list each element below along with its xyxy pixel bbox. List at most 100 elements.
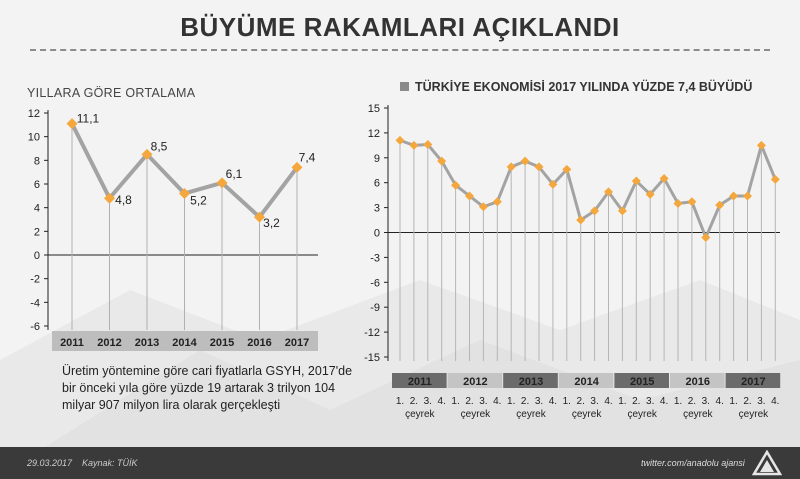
year-band (503, 373, 558, 388)
quarter-tick-label: 3. (424, 396, 432, 407)
footer-bar: 29.03.2017 Kaynak: TÜİK twitter.com/anad… (0, 447, 800, 479)
background-decoration (0, 280, 800, 450)
footer-twitter[interactable]: twitter.com/anadolu ajansi (641, 458, 745, 468)
year-band-label: 2011 (408, 376, 432, 388)
y-tick-label: -3 (370, 252, 380, 264)
data-point-marker (548, 179, 558, 189)
year-band (725, 373, 781, 388)
y-tick-label: -15 (364, 352, 380, 364)
description-text: Üretim yöntemine göre cari fiyatlarla GS… (62, 364, 353, 412)
data-value-label: 3,2 (263, 216, 280, 230)
y-tick-label: 10 (28, 132, 40, 144)
data-point-marker (520, 156, 530, 166)
right-chart-title: TÜRKİYE EKONOMİSİ 2017 YILINDA YÜZDE 7,4… (400, 80, 752, 94)
y-tick-label: 12 (368, 128, 380, 140)
quarter-tick-label: 3. (535, 396, 543, 407)
data-point-marker (395, 135, 405, 145)
quarter-tick-label: 4. (438, 396, 446, 407)
data-point-marker (729, 191, 739, 201)
data-point-marker (534, 162, 544, 172)
quarter-tick-label: 1. (507, 396, 515, 407)
data-point-marker (291, 161, 303, 173)
data-value-label: 6,1 (226, 167, 243, 181)
data-point-marker (673, 198, 683, 208)
y-tick-label: 4 (34, 203, 40, 215)
quarter-tick-label: 4. (716, 396, 724, 407)
period-word-label: çeyrek (683, 409, 713, 420)
data-point-marker (179, 187, 190, 199)
y-tick-label: -9 (370, 302, 380, 314)
anadolu-agency-logo-icon (752, 450, 782, 476)
quarter-tick-label: 1. (618, 396, 626, 407)
series-line (399, 138, 777, 239)
data-value-label: 11,1 (77, 112, 100, 126)
y-tick-label: 0 (374, 228, 380, 240)
data-point-marker (576, 215, 586, 225)
year-band-label: 2015 (630, 376, 654, 388)
year-band-label: 2014 (574, 376, 599, 388)
quarter-tick-label: 2. (410, 396, 418, 407)
quarter-tick-label: 3. (590, 396, 598, 407)
data-point-marker (141, 148, 153, 160)
period-word-label: çeyrek (461, 409, 491, 420)
data-point-marker (590, 206, 600, 216)
period-word-label: çeyrek (405, 409, 435, 420)
quarter-tick-label: 2. (465, 396, 473, 407)
quarter-tick-label: 2. (743, 396, 751, 407)
data-value-label: 8,5 (151, 139, 168, 153)
quarter-tick-label: 3. (479, 396, 487, 407)
data-point-marker (104, 192, 115, 204)
data-point-marker (715, 200, 725, 210)
data-point-marker (409, 140, 419, 150)
y-tick-label: 0 (34, 250, 40, 262)
year-band-label: 2013 (519, 376, 543, 388)
data-point-marker (659, 174, 669, 184)
year-band (558, 373, 614, 388)
title-divider (30, 49, 770, 51)
footer-date: 29.03.2017 (27, 458, 73, 468)
data-point-marker (743, 191, 752, 201)
quarter-tick-label: 2. (521, 396, 529, 407)
quarter-tick-label: 4. (604, 396, 612, 407)
data-point-marker (216, 177, 228, 189)
y-tick-label: 15 (368, 103, 380, 115)
quarter-tick-label: 2. (577, 396, 585, 407)
period-word-label: çeyrek (739, 409, 769, 420)
y-tick-label: 3 (374, 203, 380, 215)
data-point-marker (770, 174, 780, 184)
quarter-tick-label: 3. (757, 396, 765, 407)
year-band (52, 331, 318, 351)
data-point-marker (645, 189, 655, 199)
y-tick-label: -4 (30, 297, 40, 309)
data-point-marker (451, 180, 461, 190)
data-point-marker (701, 232, 711, 242)
data-value-label: 4,8 (115, 193, 132, 207)
y-tick-label: -12 (364, 327, 380, 339)
data-point-marker (562, 164, 572, 174)
page-title: BÜYÜME RAKAMLARI AÇIKLANDI (180, 12, 620, 42)
footer-source: Kaynak: TÜİK (82, 458, 138, 468)
x-category-label: 2015 (210, 337, 234, 349)
y-tick-label: 6 (34, 179, 40, 191)
quarter-tick-label: 2. (632, 396, 640, 407)
x-category-label: 2016 (247, 337, 271, 349)
data-value-label: 7,4 (299, 150, 316, 164)
y-tick-label: 6 (374, 178, 380, 190)
quarter-tick-label: 4. (493, 396, 501, 407)
square-bullet-icon (400, 82, 409, 91)
data-value-label: 5,2 (190, 193, 207, 207)
left-chart-title: YILLARA GÖRE ORTALAMA (27, 86, 196, 100)
period-word-label: çeyrek (627, 409, 657, 420)
y-tick-label: -6 (370, 277, 380, 289)
y-tick-label: 2 (34, 226, 40, 238)
y-tick-label: -2 (30, 274, 40, 286)
year-band (670, 373, 725, 388)
data-point-marker (492, 197, 502, 207)
period-word-label: çeyrek (572, 409, 602, 420)
data-point-marker (254, 211, 265, 223)
right-chart-title-text: TÜRKİYE EKONOMİSİ 2017 YILINDA YÜZDE 7,4… (415, 80, 753, 94)
period-word-label: çeyrek (516, 409, 546, 420)
quarter-tick-label: 1. (396, 396, 404, 407)
